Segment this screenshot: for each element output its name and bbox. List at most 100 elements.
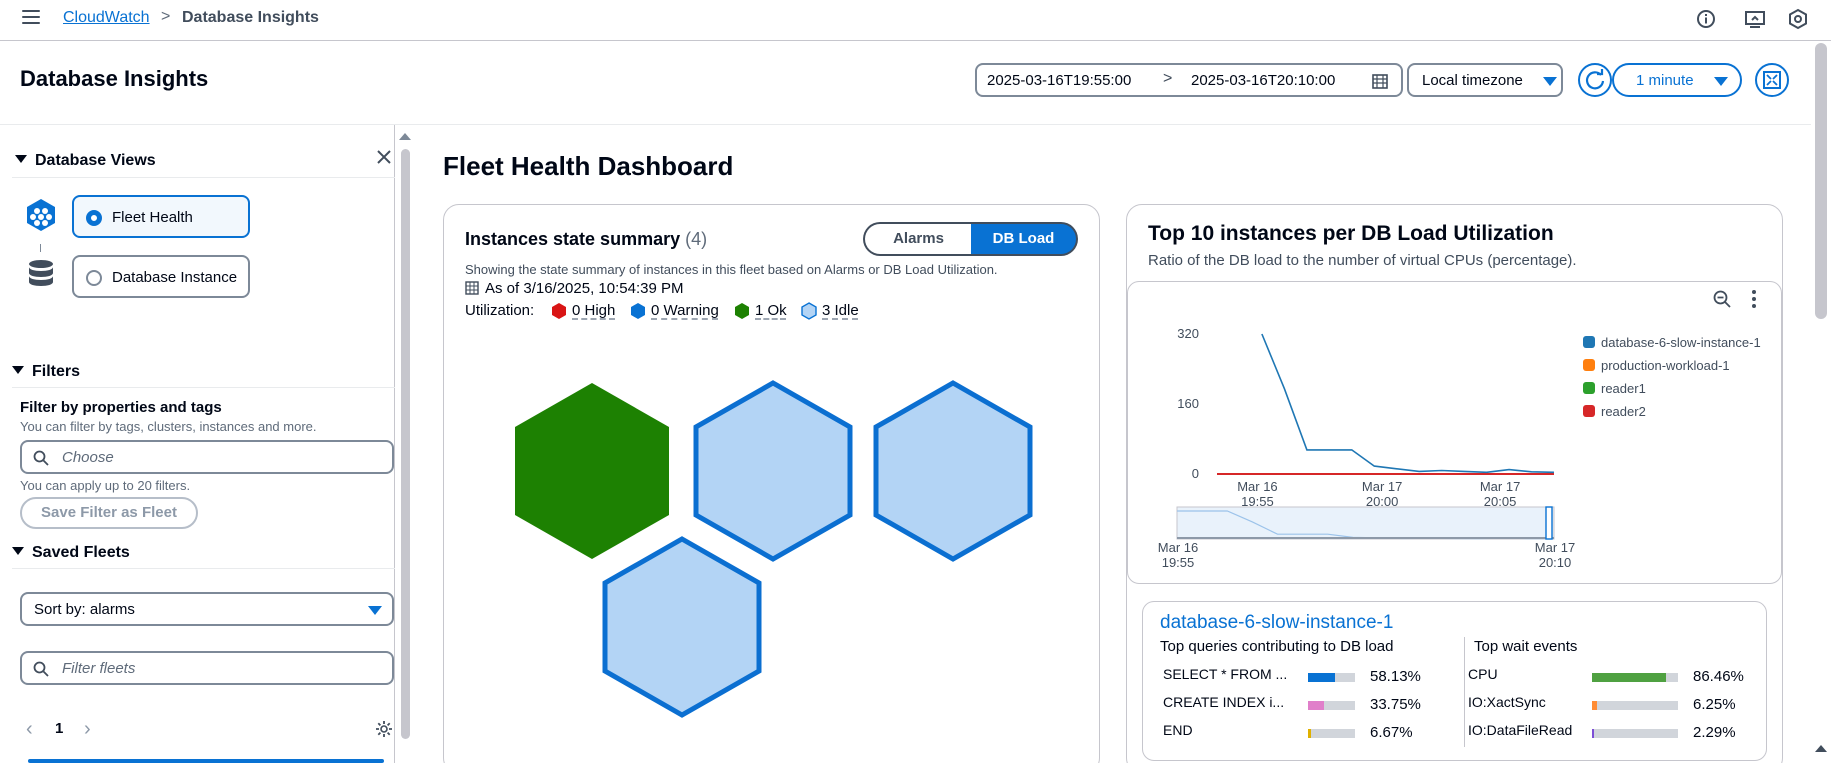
wait-event-label[interactable]: IO:XactSync [1468,694,1546,710]
fleet-search-input[interactable]: Filter fleets [20,651,394,685]
query-label[interactable]: CREATE INDEX i... [1163,694,1285,710]
fullscreen-icon [1763,71,1781,89]
toggle-alarms[interactable]: Alarms [863,222,972,256]
fullscreen-button[interactable] [1755,63,1789,97]
status-warning[interactable]: 0 Warning [651,302,719,319]
section-divider [12,177,395,178]
caret-down-icon [15,154,27,163]
filter-description: You can filter by tags, clusters, instan… [20,419,317,434]
sidebar-scrollbar-thumb[interactable] [401,149,410,739]
navigator-handle [1545,506,1553,540]
legend-label: production-workload-1 [1601,358,1730,373]
wait-event-label[interactable]: CPU [1468,666,1498,682]
x-tick-label: Mar 16 [1237,479,1277,494]
timezone-label: Local timezone [1422,72,1523,89]
legend-item[interactable]: production-workload-1 [1583,358,1730,373]
database-views-header[interactable]: Database Views [15,152,156,170]
pagination-page[interactable]: 1 [55,720,64,737]
filters-title: Filters [32,363,81,380]
calendar-icon[interactable] [1372,73,1388,89]
scroll-up-arrow-icon[interactable] [399,133,411,140]
wait-event-label[interactable]: IO:DataFileRead [1468,722,1573,738]
page-scrollbar[interactable] [1811,41,1831,763]
breadcrumb-current: Database Insights [182,9,319,26]
dashboard-title: Fleet Health Dashboard [443,151,734,181]
filter-search-input[interactable]: Choose [20,440,394,474]
screen-share-icon[interactable] [1744,8,1766,30]
top-navigation: CloudWatch > Database Insights [0,0,1831,41]
timezone-select[interactable]: Local timezone [1407,63,1563,97]
wait-bar [1592,673,1678,682]
page-scrollbar-thumb[interactable] [1815,43,1827,319]
instance-hexagon-idle[interactable] [873,380,1033,562]
chevron-down-icon [1543,77,1557,86]
query-bar-fill [1308,673,1336,682]
section-divider [12,568,395,569]
pagination-previous[interactable]: ‹ [26,718,33,740]
sort-select[interactable]: Sort by: alarms [20,592,394,626]
instance-name-link[interactable]: database-6-slow-instance-1 [1160,612,1394,633]
instances-summary-title-text: Instances state summary [465,229,681,249]
toggle-db-load[interactable]: DB Load [971,222,1078,256]
query-label[interactable]: SELECT * FROM ... [1163,666,1288,682]
legend-item[interactable]: reader1 [1583,381,1646,396]
primary-action-button-edge[interactable] [28,759,384,763]
x-tick-label: 19:55 [1241,494,1274,509]
legend-swatch [1583,405,1595,417]
close-icon[interactable] [374,147,394,167]
breadcrumb-cloudwatch-link[interactable]: CloudWatch [63,9,150,26]
pagination-next[interactable]: › [84,718,91,740]
status-ok[interactable]: 1 Ok [755,302,787,319]
y-tick-label: 0 [1192,466,1199,481]
instance-hexagon-idle[interactable] [602,536,762,718]
fleet-search-placeholder: Filter fleets [62,660,136,677]
y-tick-label: 160 [1177,396,1199,411]
legend-item[interactable]: database-6-slow-instance-1 [1583,335,1761,350]
refresh-button[interactable] [1578,63,1612,97]
query-label[interactable]: END [1163,722,1193,738]
chevron-down-icon [1714,77,1728,86]
query-pct: 6.67% [1370,724,1413,741]
saved-fleets-header[interactable]: Saved Fleets [12,544,130,562]
legend-label: database-6-slow-instance-1 [1601,335,1761,350]
search-icon [33,661,49,677]
query-pct: 33.75% [1370,696,1421,713]
sidebar-scrollbar[interactable] [396,125,414,763]
navigator-tick-label: Mar 16 [1158,540,1198,555]
date-end: 2025-03-16T20:10:00 [1191,72,1336,89]
radio-unselected[interactable] [86,270,102,286]
more-options-icon[interactable] [1752,290,1758,308]
refresh-interval-dropdown[interactable]: 1 minute [1612,63,1742,97]
gear-icon[interactable] [375,720,393,738]
column-divider [1464,637,1465,747]
view-database-instance[interactable]: Database Instance [72,255,250,298]
wait-pct: 2.29% [1693,724,1736,741]
scroll-up-arrow-icon[interactable] [1815,745,1827,752]
info-icon[interactable] [1695,8,1717,30]
filter-limit-note: You can apply up to 20 filters. [20,478,191,493]
query-bar-fill [1308,729,1312,738]
tree-connector [40,244,41,252]
top-waits-heading: Top wait events [1474,638,1578,655]
legend-item[interactable]: reader2 [1583,404,1646,419]
view-fleet-health[interactable]: Fleet Health [72,195,250,238]
zoom-out-icon[interactable] [1713,290,1731,308]
chevron-down-icon [368,606,382,615]
database-views-title: Database Views [35,152,156,169]
instance-hexagon-idle[interactable] [693,380,853,562]
settings-hexagon-icon[interactable] [1787,8,1809,30]
series-lines [1217,333,1555,475]
status-idle[interactable]: 3 Idle [822,302,859,319]
menu-icon[interactable] [22,10,40,26]
save-filter-button[interactable]: Save Filter as Fleet [20,497,198,529]
as-of-text: As of 3/16/2025, 10:54:39 PM [485,280,684,297]
radio-selected[interactable] [86,210,102,226]
navigator-tick-label: 20:10 [1539,555,1572,570]
status-high[interactable]: 0 High [572,302,616,319]
x-tick-label: Mar 17 [1362,479,1402,494]
filters-header[interactable]: Filters [12,363,80,381]
instance-hexagon-ok[interactable] [515,383,669,559]
date-range-picker[interactable]: 2025-03-16T19:55:00 > 2025-03-16T20:10:0… [975,63,1403,97]
